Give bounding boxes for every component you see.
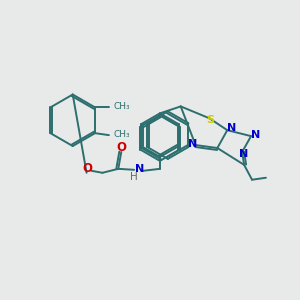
Text: N: N bbox=[239, 149, 249, 159]
Text: O: O bbox=[82, 162, 93, 175]
Text: N: N bbox=[251, 130, 261, 140]
Text: O: O bbox=[116, 140, 126, 154]
Text: S: S bbox=[206, 115, 214, 125]
Text: N: N bbox=[226, 123, 236, 133]
Text: N: N bbox=[188, 139, 197, 149]
Text: CH₃: CH₃ bbox=[114, 130, 130, 139]
Text: H: H bbox=[130, 172, 138, 182]
Text: CH₃: CH₃ bbox=[114, 102, 130, 111]
Text: N: N bbox=[136, 164, 145, 174]
